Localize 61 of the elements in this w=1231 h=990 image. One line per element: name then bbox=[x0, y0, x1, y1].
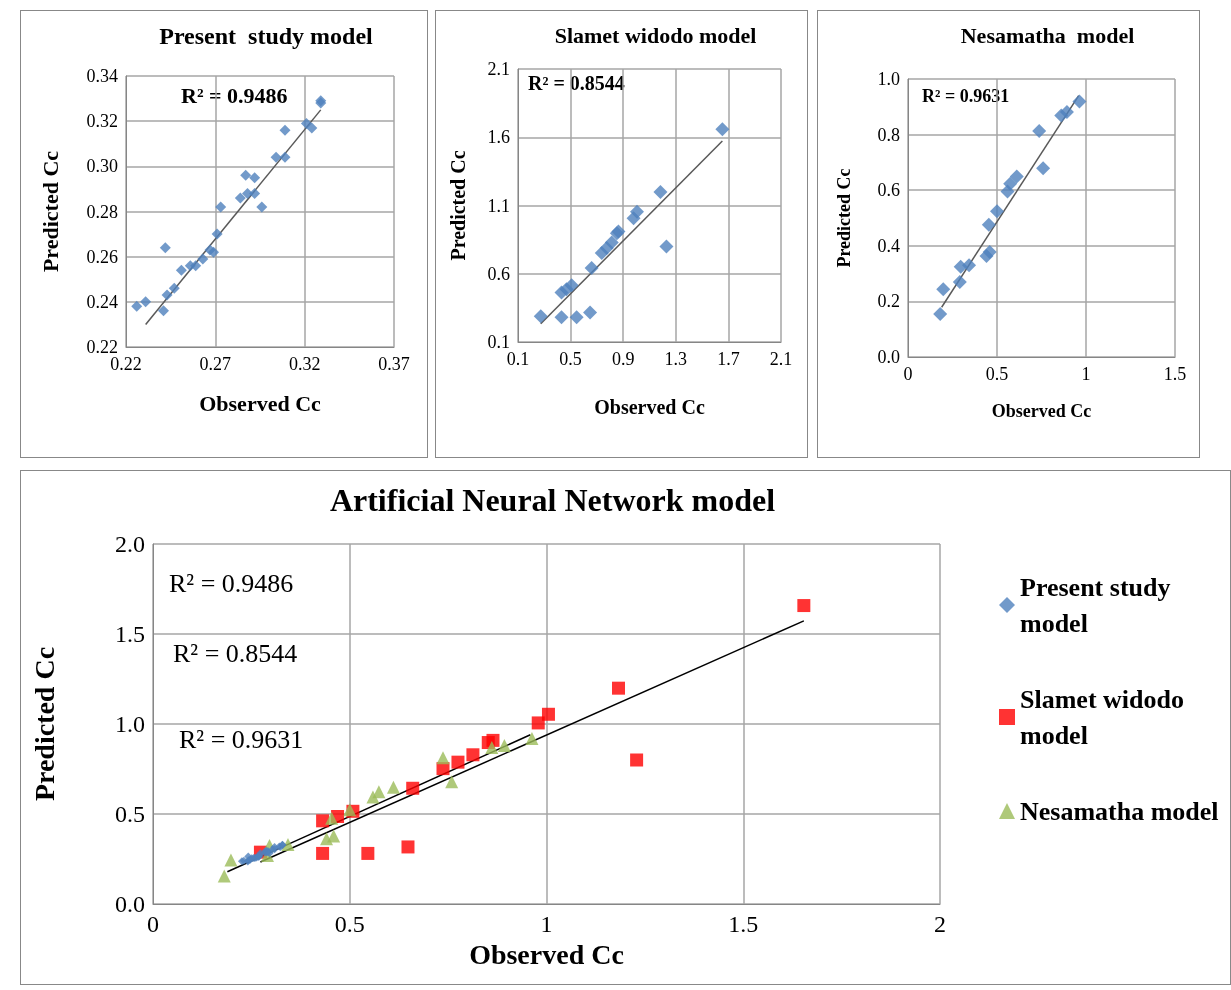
x-tick-label: 0 bbox=[147, 911, 159, 937]
y-tick-label: 0.34 bbox=[86, 66, 118, 86]
legend-label: Present study model bbox=[1020, 572, 1177, 638]
y-tick-label: 1.5 bbox=[115, 621, 145, 647]
x-tick-label: 0.5 bbox=[559, 349, 582, 369]
x-axis-title: Observed Cc bbox=[991, 401, 1092, 421]
chart-title: Present study model bbox=[159, 23, 374, 49]
y-tick-label: 0.6 bbox=[487, 263, 510, 284]
y-tick-label: 1.1 bbox=[487, 195, 510, 216]
y-tick-label: 0.2 bbox=[877, 291, 900, 312]
x-tick-label: 2 bbox=[934, 911, 946, 937]
x-tick-label: 0.1 bbox=[506, 349, 530, 369]
x-tick-label: 0.32 bbox=[288, 354, 321, 374]
x-tick-label: 0.27 bbox=[199, 354, 232, 374]
x-tick-label: 1.5 bbox=[728, 911, 759, 937]
chart-title: Nesamatha model bbox=[960, 22, 1135, 48]
x-tick-label: 0.5 bbox=[334, 911, 365, 937]
x-tick-label: 1.5 bbox=[1163, 364, 1187, 384]
y-tick-label: 1.0 bbox=[115, 711, 145, 737]
y-tick-label: 0.6 bbox=[877, 180, 900, 201]
y-tick-label: 0.4 bbox=[877, 235, 900, 256]
y-tick-label: 0.0 bbox=[115, 891, 145, 917]
y-tick-label: 0.1 bbox=[487, 332, 510, 352]
y-tick-label: 0.26 bbox=[86, 246, 118, 267]
legend-label: Nesamatha model bbox=[1020, 796, 1219, 826]
chart-title: Slamet widodo model bbox=[554, 22, 757, 48]
y-axis-title: Predicted Cc bbox=[834, 168, 854, 268]
y-tick-label: 0.30 bbox=[86, 156, 118, 177]
x-tick-label: 0.5 bbox=[985, 364, 1009, 384]
annotation: R² = 0.9486 bbox=[169, 568, 294, 598]
x-tick-label: 0.9 bbox=[611, 349, 635, 369]
x-tick-label: 1.7 bbox=[717, 349, 740, 369]
y-tick-label: 0.24 bbox=[86, 291, 118, 312]
annotation: R² = 0.9631 bbox=[922, 86, 1010, 106]
y-axis-title: Predicted Cc bbox=[37, 150, 63, 273]
chart-title: Artificial Neural Network model bbox=[329, 482, 776, 518]
x-axis-title: Observed Cc bbox=[469, 939, 624, 971]
y-tick-label: 0.28 bbox=[86, 201, 118, 222]
x-axis-title: Observed Cc bbox=[199, 390, 322, 416]
y-axis-title: Predicted Cc bbox=[447, 150, 469, 261]
x-tick-label: 0.37 bbox=[378, 354, 410, 374]
y-tick-label: 0.5 bbox=[115, 801, 145, 827]
annotation: R² = 0.9486 bbox=[181, 82, 288, 108]
annotation: R² = 0.9631 bbox=[179, 724, 304, 754]
y-tick-label: 2.1 bbox=[487, 59, 510, 79]
y-tick-label: 0.32 bbox=[86, 111, 118, 132]
x-tick-label: 2.1 bbox=[769, 349, 793, 369]
x-tick-label: 1 bbox=[540, 911, 553, 937]
y-tick-label: 1.0 bbox=[877, 69, 900, 89]
annotation: R² = 0.8544 bbox=[173, 638, 298, 668]
y-tick-label: 0.0 bbox=[877, 347, 900, 367]
annotation: R² = 0.8544 bbox=[528, 72, 625, 94]
x-tick-label: 0 bbox=[903, 364, 913, 384]
x-axis-title: Observed Cc bbox=[594, 396, 705, 418]
y-axis-title: Predicted Cc bbox=[28, 646, 60, 802]
y-tick-label: 2.0 bbox=[115, 531, 145, 557]
y-tick-label: 0.8 bbox=[877, 124, 900, 145]
x-tick-label: 1.3 bbox=[664, 349, 688, 369]
x-tick-label: 1 bbox=[1081, 364, 1091, 384]
y-tick-label: 1.6 bbox=[487, 127, 510, 148]
legend-label: Slamet widodo model bbox=[1020, 684, 1191, 750]
